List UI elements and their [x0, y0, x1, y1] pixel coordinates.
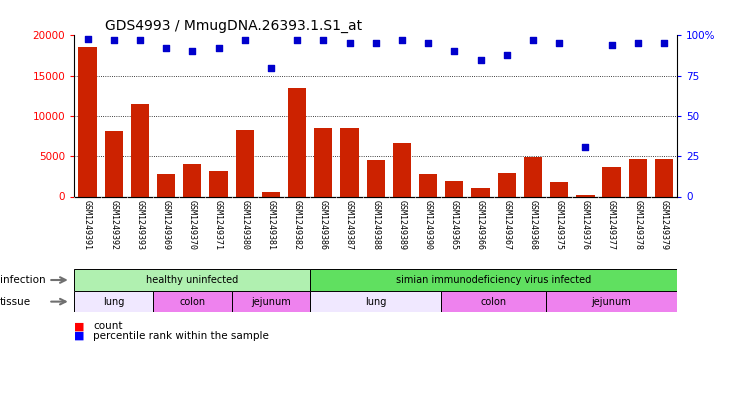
Bar	[262, 193, 280, 196]
Text: GSM1249391: GSM1249391	[83, 200, 92, 250]
Point	[82, 35, 94, 42]
Text: GSM1249393: GSM1249393	[135, 200, 144, 250]
Point	[318, 37, 330, 43]
Point	[370, 40, 382, 47]
Point	[449, 48, 461, 55]
Point	[396, 37, 408, 43]
Bar	[157, 174, 176, 196]
Text: GSM1249392: GSM1249392	[109, 200, 118, 250]
Point	[580, 143, 591, 150]
Bar	[367, 160, 385, 196]
Bar	[472, 187, 490, 196]
Bar	[314, 128, 333, 196]
Text: GSM1249388: GSM1249388	[371, 200, 380, 250]
Text: GSM1249368: GSM1249368	[528, 200, 537, 250]
Text: lung: lung	[103, 297, 124, 307]
Bar	[74, 269, 310, 291]
Bar	[441, 291, 546, 312]
Text: count: count	[93, 321, 123, 331]
Text: GSM1249378: GSM1249378	[633, 200, 642, 250]
Text: healthy uninfected: healthy uninfected	[146, 275, 238, 285]
Point	[422, 40, 434, 47]
Point	[344, 40, 356, 47]
Text: GSM1249370: GSM1249370	[187, 200, 197, 250]
Bar	[655, 160, 673, 196]
Bar	[236, 130, 254, 196]
Point	[265, 64, 277, 71]
Point	[134, 37, 146, 43]
Bar	[310, 291, 441, 312]
Point	[239, 37, 251, 43]
Bar	[576, 195, 594, 196]
Text: infection: infection	[0, 275, 45, 285]
Bar	[74, 291, 153, 312]
Text: GSM1249369: GSM1249369	[161, 200, 170, 250]
Text: GSM1249387: GSM1249387	[345, 200, 354, 250]
Bar	[629, 160, 647, 196]
Text: colon: colon	[481, 297, 507, 307]
Text: jejunum: jejunum	[591, 297, 632, 307]
Text: GDS4993 / MmugDNA.26393.1.S1_at: GDS4993 / MmugDNA.26393.1.S1_at	[105, 19, 362, 33]
Point	[606, 42, 618, 48]
Text: GSM1249382: GSM1249382	[292, 200, 301, 250]
Text: jejunum: jejunum	[251, 297, 291, 307]
Bar	[524, 157, 542, 196]
Point	[527, 37, 539, 43]
Text: tissue: tissue	[0, 297, 31, 307]
Point	[186, 48, 198, 55]
Text: GSM1249380: GSM1249380	[240, 200, 249, 250]
Bar	[105, 131, 123, 196]
Point	[108, 37, 120, 43]
Text: colon: colon	[179, 297, 205, 307]
Point	[475, 56, 487, 62]
Text: GSM1249371: GSM1249371	[214, 200, 223, 250]
Bar	[419, 174, 437, 196]
Text: percentile rank within the sample: percentile rank within the sample	[93, 331, 269, 341]
Bar	[310, 269, 677, 291]
Bar	[340, 128, 359, 196]
Text: GSM1249389: GSM1249389	[397, 200, 406, 250]
Text: GSM1249365: GSM1249365	[450, 200, 459, 250]
Text: simian immunodeficiency virus infected: simian immunodeficiency virus infected	[396, 275, 591, 285]
Bar	[231, 291, 310, 312]
Text: GSM1249367: GSM1249367	[502, 200, 511, 250]
Bar	[78, 47, 97, 196]
Point	[160, 45, 172, 51]
Text: GSM1249381: GSM1249381	[266, 200, 275, 250]
Bar	[393, 143, 411, 196]
Bar	[153, 291, 231, 312]
Bar	[603, 167, 620, 196]
Bar	[546, 291, 677, 312]
Text: GSM1249377: GSM1249377	[607, 200, 616, 250]
Point	[291, 37, 303, 43]
Bar	[498, 173, 516, 196]
Bar	[209, 171, 228, 196]
Text: GSM1249376: GSM1249376	[581, 200, 590, 250]
Text: GSM1249375: GSM1249375	[554, 200, 564, 250]
Bar	[288, 88, 307, 196]
Text: ■: ■	[74, 331, 85, 341]
Bar	[131, 104, 149, 196]
Text: GSM1249386: GSM1249386	[319, 200, 328, 250]
Text: ■: ■	[74, 321, 85, 331]
Point	[501, 51, 513, 58]
Bar	[183, 164, 202, 196]
Bar	[550, 182, 568, 196]
Text: GSM1249366: GSM1249366	[476, 200, 485, 250]
Point	[213, 45, 225, 51]
Text: GSM1249379: GSM1249379	[659, 200, 668, 250]
Text: GSM1249390: GSM1249390	[423, 200, 432, 250]
Point	[658, 40, 670, 47]
Bar	[445, 181, 464, 196]
Point	[554, 40, 565, 47]
Point	[632, 40, 644, 47]
Text: lung: lung	[365, 297, 386, 307]
